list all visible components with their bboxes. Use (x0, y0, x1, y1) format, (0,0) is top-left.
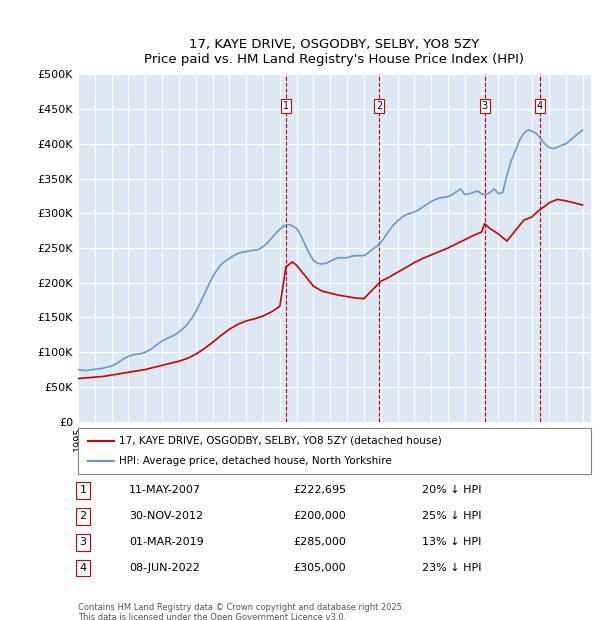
Text: 23% ↓ HPI: 23% ↓ HPI (422, 563, 481, 573)
Text: 3: 3 (481, 100, 488, 110)
Text: Contains HM Land Registry data © Crown copyright and database right 2025.
This d: Contains HM Land Registry data © Crown c… (78, 603, 404, 620)
Text: £200,000: £200,000 (293, 512, 346, 521)
Text: 17, KAYE DRIVE, OSGODBY, SELBY, YO8 5ZY (detached house): 17, KAYE DRIVE, OSGODBY, SELBY, YO8 5ZY … (119, 436, 442, 446)
Text: 4: 4 (80, 563, 86, 573)
Text: 2: 2 (376, 100, 383, 110)
Text: 2: 2 (80, 512, 86, 521)
Text: 25% ↓ HPI: 25% ↓ HPI (422, 512, 481, 521)
Text: 4: 4 (536, 100, 542, 110)
Text: HPI: Average price, detached house, North Yorkshire: HPI: Average price, detached house, Nort… (119, 456, 392, 466)
Text: 08-JUN-2022: 08-JUN-2022 (130, 563, 200, 573)
FancyBboxPatch shape (78, 428, 591, 474)
Title: 17, KAYE DRIVE, OSGODBY, SELBY, YO8 5ZY
Price paid vs. HM Land Registry's House : 17, KAYE DRIVE, OSGODBY, SELBY, YO8 5ZY … (145, 38, 524, 66)
Text: 1: 1 (80, 485, 86, 495)
Text: 3: 3 (80, 537, 86, 547)
Text: £285,000: £285,000 (293, 537, 346, 547)
Text: 20% ↓ HPI: 20% ↓ HPI (422, 485, 481, 495)
Text: 1: 1 (283, 100, 289, 110)
Text: 30-NOV-2012: 30-NOV-2012 (130, 512, 203, 521)
Text: £222,695: £222,695 (293, 485, 347, 495)
Text: 01-MAR-2019: 01-MAR-2019 (130, 537, 204, 547)
Text: 11-MAY-2007: 11-MAY-2007 (130, 485, 202, 495)
Text: 13% ↓ HPI: 13% ↓ HPI (422, 537, 481, 547)
Text: £305,000: £305,000 (293, 563, 346, 573)
